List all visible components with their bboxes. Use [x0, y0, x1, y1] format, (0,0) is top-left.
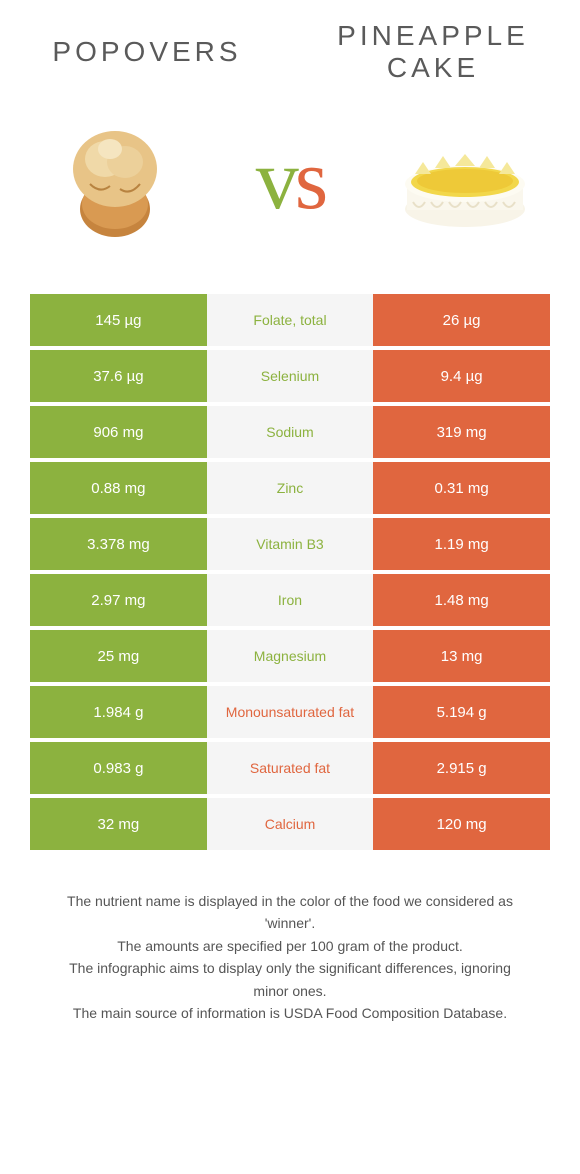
- nutrient-name-cell: Calcium: [207, 798, 373, 850]
- right-value-cell: 5.194 g: [373, 686, 550, 738]
- right-value-cell: 319 mg: [373, 406, 550, 458]
- left-value-cell: 37.6 µg: [30, 350, 207, 402]
- right-value-cell: 26 µg: [373, 294, 550, 346]
- nutrient-name-cell: Iron: [207, 574, 373, 626]
- footer-line: The nutrient name is displayed in the co…: [50, 890, 530, 935]
- footer-line: The infographic aims to display only the…: [50, 957, 530, 1002]
- table-row: 145 µgFolate, total26 µg: [30, 294, 550, 346]
- nutrient-name-cell: Zinc: [207, 462, 373, 514]
- left-value-cell: 145 µg: [30, 294, 207, 346]
- title-row: popovers pineapple cake: [30, 20, 550, 84]
- right-value-cell: 120 mg: [373, 798, 550, 850]
- nutrient-table: 145 µgFolate, total26 µg37.6 µgSelenium9…: [30, 294, 550, 850]
- footer-notes: The nutrient name is displayed in the co…: [30, 890, 550, 1024]
- left-value-cell: 3.378 mg: [30, 518, 207, 570]
- nutrient-name-cell: Folate, total: [207, 294, 373, 346]
- table-row: 37.6 µgSelenium9.4 µg: [30, 350, 550, 402]
- table-row: 25 mgMagnesium13 mg: [30, 630, 550, 682]
- left-value-cell: 906 mg: [30, 406, 207, 458]
- vs-s: s: [295, 131, 324, 227]
- left-value-cell: 0.983 g: [30, 742, 207, 794]
- table-row: 0.983 gSaturated fat2.915 g: [30, 742, 550, 794]
- left-value-cell: 32 mg: [30, 798, 207, 850]
- table-row: 1.984 gMonounsaturated fat5.194 g: [30, 686, 550, 738]
- right-value-cell: 1.48 mg: [373, 574, 550, 626]
- right-food-title: pineapple cake: [316, 20, 550, 84]
- pineapple-cake-image: [390, 104, 540, 254]
- table-row: 32 mgCalcium120 mg: [30, 798, 550, 850]
- nutrient-name-cell: Selenium: [207, 350, 373, 402]
- right-value-cell: 9.4 µg: [373, 350, 550, 402]
- footer-line: The amounts are specified per 100 gram o…: [50, 935, 530, 957]
- nutrient-name-cell: Saturated fat: [207, 742, 373, 794]
- table-row: 0.88 mgZinc0.31 mg: [30, 462, 550, 514]
- vs-v: v: [256, 131, 295, 227]
- nutrient-name-cell: Vitamin B3: [207, 518, 373, 570]
- left-value-cell: 25 mg: [30, 630, 207, 682]
- nutrient-name-cell: Magnesium: [207, 630, 373, 682]
- table-row: 906 mgSodium319 mg: [30, 406, 550, 458]
- footer-line: The main source of information is USDA F…: [50, 1002, 530, 1024]
- left-value-cell: 0.88 mg: [30, 462, 207, 514]
- table-row: 2.97 mgIron1.48 mg: [30, 574, 550, 626]
- vs-label: vs: [256, 129, 324, 229]
- table-row: 3.378 mgVitamin B31.19 mg: [30, 518, 550, 570]
- popover-image: [40, 104, 190, 254]
- nutrient-name-cell: Monounsaturated fat: [207, 686, 373, 738]
- right-value-cell: 2.915 g: [373, 742, 550, 794]
- right-value-cell: 1.19 mg: [373, 518, 550, 570]
- left-food-title: popovers: [30, 36, 264, 68]
- right-value-cell: 13 mg: [373, 630, 550, 682]
- left-value-cell: 1.984 g: [30, 686, 207, 738]
- left-value-cell: 2.97 mg: [30, 574, 207, 626]
- right-value-cell: 0.31 mg: [373, 462, 550, 514]
- hero-row: vs: [30, 104, 550, 254]
- nutrient-name-cell: Sodium: [207, 406, 373, 458]
